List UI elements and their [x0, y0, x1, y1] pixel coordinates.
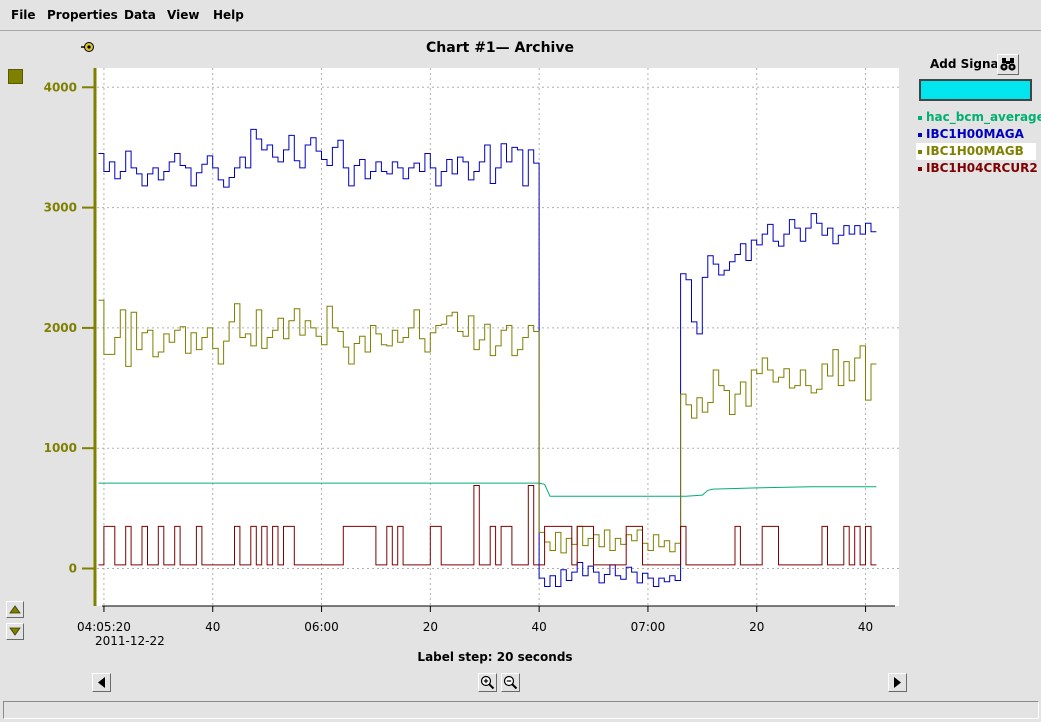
scroll-left-button[interactable] — [92, 673, 111, 692]
legend-swatch — [918, 166, 922, 171]
legend: hac_bcm_average IBC1H00MAGA IBC1H00MAGB IBC… — [916, 109, 1041, 177]
menu-bar: File Properties Data View Help — [0, 0, 1041, 31]
chart-title: Chart #1— Archive — [426, 40, 574, 56]
zoom-out-button[interactable] — [501, 673, 520, 692]
x-tick-label: 20 — [423, 620, 438, 634]
series-line-hac_bcm_average — [98, 482, 877, 497]
binoculars-icon — [1000, 58, 1016, 71]
legend-label: IBC1H00MAGB — [926, 144, 1024, 158]
y-tick-label: 3000 — [44, 201, 77, 215]
x-axis-date-label: 2011-12-22 — [95, 634, 165, 648]
legend-label: IBC1H00MAGA — [926, 127, 1024, 141]
x-tick-label: 40 — [531, 620, 546, 634]
series-layer — [98, 128, 877, 587]
axis-color-indicator[interactable] — [8, 69, 23, 84]
series-line-ibc1h00maga — [98, 128, 877, 587]
menu-properties[interactable]: Properties — [47, 8, 118, 22]
legend-item[interactable]: IBC1H04CRCUR2 — [916, 160, 1038, 177]
x-tick-label: 06:00 — [304, 620, 339, 634]
legend-label: IBC1H04CRCUR2 — [926, 161, 1038, 175]
x-tick-label: 40 — [205, 620, 220, 634]
x-axis-ticks: 04:05:20 40 06:00 20 40 07:00 20 40 — [77, 606, 873, 634]
legend-item[interactable]: IBC1H00MAGA — [916, 126, 1036, 143]
y-tick-label: 2000 — [44, 321, 77, 335]
y-tick-label: 1000 — [44, 441, 77, 455]
x-tick-label: 20 — [749, 620, 764, 634]
y-tick-label: 0 — [69, 562, 77, 576]
zoom-in-button[interactable] — [478, 673, 497, 692]
scroll-up-button[interactable] — [6, 601, 24, 618]
menu-file[interactable]: File — [11, 8, 36, 22]
menu-data[interactable]: Data — [124, 8, 156, 22]
status-bar — [3, 701, 1039, 719]
add-signal-label: Add Signal — [930, 57, 1003, 71]
grid-lines — [97, 68, 899, 606]
zoom-out-icon — [503, 675, 518, 690]
menu-view[interactable]: View — [167, 8, 200, 22]
plot-area — [95, 68, 899, 606]
triangle-left-icon — [98, 677, 105, 688]
find-signal-button[interactable] — [997, 54, 1019, 75]
zoom-in-icon — [480, 675, 495, 690]
scroll-down-button[interactable] — [6, 623, 24, 640]
legend-item[interactable]: IBC1H00MAGB — [916, 143, 1036, 160]
legend-swatch — [918, 149, 922, 154]
series-line-ibc1h04crcur2 — [98, 485, 877, 566]
legend-swatch — [918, 115, 922, 120]
scroll-right-button[interactable] — [888, 673, 907, 692]
legend-item[interactable]: hac_bcm_average — [916, 109, 1041, 126]
triangle-right-icon — [894, 677, 901, 688]
label-step-text: Label step: 20 seconds — [417, 650, 573, 664]
triangle-down-icon — [9, 627, 21, 636]
signal-search-input[interactable] — [919, 79, 1032, 101]
triangle-up-icon — [9, 605, 21, 614]
legend-swatch — [918, 132, 922, 137]
x-tick-label: 04:05:20 — [77, 620, 131, 634]
x-tick-label: 07:00 — [631, 620, 666, 634]
y-axis-ticks: 0 1000 2000 3000 4000 — [44, 80, 95, 576]
series-line-ibc1h00magb — [98, 299, 877, 554]
legend-label: hac_bcm_average — [926, 110, 1041, 124]
pin-icon[interactable] — [81, 41, 95, 53]
menu-help[interactable]: Help — [213, 8, 244, 22]
x-tick-label: 40 — [858, 620, 873, 634]
y-tick-label: 4000 — [44, 80, 77, 94]
